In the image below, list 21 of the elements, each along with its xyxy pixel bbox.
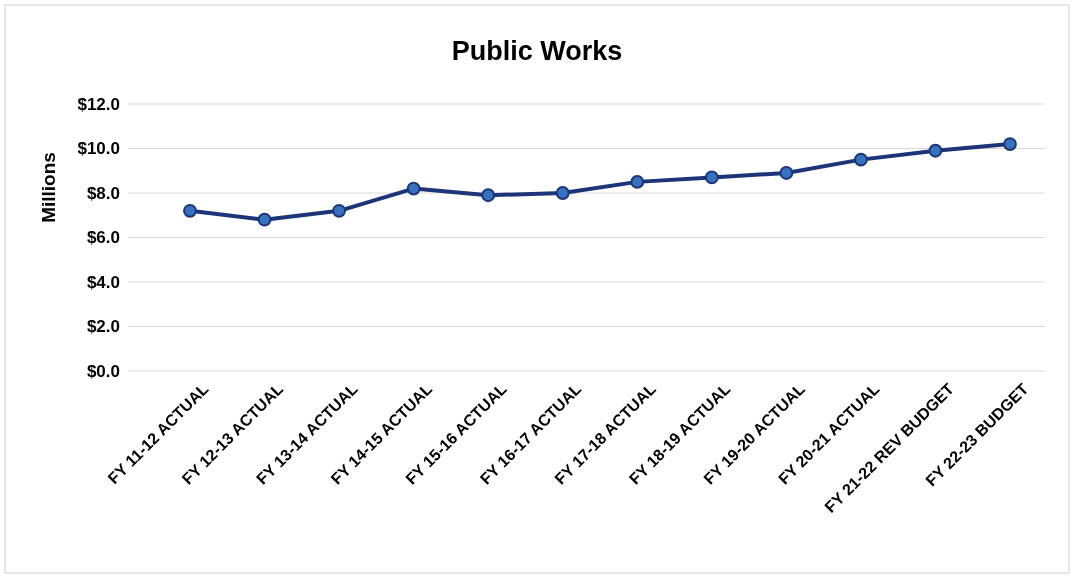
y-tick-label: $10.0: [77, 139, 120, 159]
point: [853, 152, 868, 167]
y-tick-label: $2.0: [86, 317, 120, 337]
y-tick-label: $0.0: [86, 361, 120, 381]
point: [928, 143, 943, 158]
point: [183, 203, 197, 218]
point: [257, 212, 272, 227]
point: [332, 203, 347, 218]
y-tick-label: $12.0: [77, 94, 120, 114]
point: [704, 170, 719, 185]
y-tick-label: $6.0: [86, 228, 120, 248]
y-axis-title: Millions: [38, 152, 59, 223]
y-tick-label: $8.0: [86, 183, 120, 203]
point: [630, 174, 645, 189]
point: [555, 186, 570, 200]
point: [481, 188, 496, 203]
point: [406, 181, 421, 196]
point: [779, 166, 794, 180]
y-tick-label: $4.0: [86, 272, 120, 292]
point: [1003, 137, 1017, 151]
chart-title: Public Works: [451, 36, 623, 66]
